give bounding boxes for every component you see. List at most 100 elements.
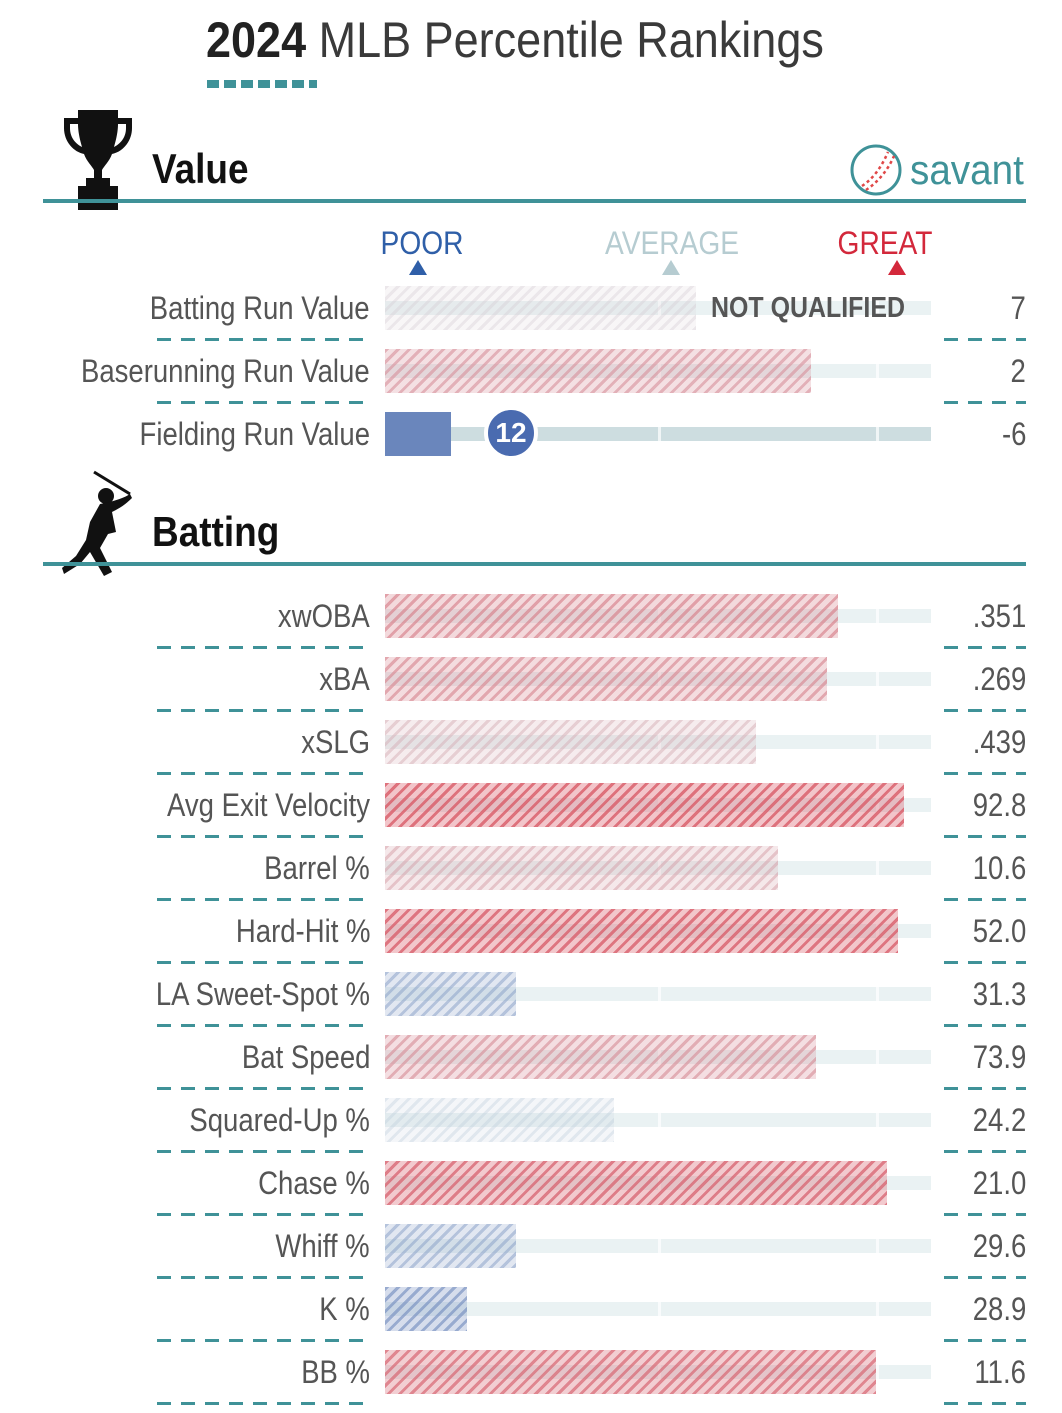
percentile-bar <box>385 286 696 330</box>
track-tick <box>876 861 879 875</box>
title-year: 2024 <box>206 12 307 68</box>
row-divider <box>944 709 1026 712</box>
row-divider <box>157 1024 371 1027</box>
percentile-bar <box>385 783 904 827</box>
metric-row: Squared-Up % 24.2 <box>0 1098 1062 1161</box>
row-divider <box>944 1339 1026 1342</box>
batter-icon <box>62 470 132 576</box>
metric-label: Chase % <box>258 1165 370 1201</box>
metric-row: Batting Run Value NOT QUALIFIED 7 <box>0 286 1062 349</box>
row-divider <box>944 1213 1026 1216</box>
track-tick <box>876 1302 879 1316</box>
metric-row: BB % 11.6 <box>0 1350 1062 1413</box>
percentile-track <box>385 1113 931 1127</box>
track-tick <box>876 987 879 1001</box>
scale-label-great: GREAT <box>837 225 933 261</box>
track-tick <box>876 364 879 378</box>
percentile-bar <box>385 1098 614 1142</box>
metric-row: Avg Exit Velocity 92.8 <box>0 783 1062 846</box>
percentile-bar <box>385 1224 516 1268</box>
metric-row: Whiff % 29.6 <box>0 1224 1062 1287</box>
track-tick <box>658 987 661 1001</box>
row-divider <box>944 338 1026 341</box>
metric-label: Squared-Up % <box>189 1102 370 1138</box>
track-tick <box>658 1239 661 1253</box>
row-divider <box>157 401 371 404</box>
track-tick <box>876 301 879 315</box>
metric-label: Fielding Run Value <box>139 416 370 452</box>
scale-label-average: AVERAGE <box>605 225 740 261</box>
metric-row: xwOBA .351 <box>0 594 1062 657</box>
average-arrow-icon <box>662 260 680 275</box>
metric-value: 24.2 <box>972 1102 1026 1138</box>
track-tick <box>658 1113 661 1127</box>
metric-label: BB % <box>301 1354 370 1390</box>
metric-row: Hard-Hit % 52.0 <box>0 909 1062 972</box>
metric-label: Avg Exit Velocity <box>167 787 370 823</box>
percentile-marker: 12 <box>484 406 538 460</box>
metric-row: Bat Speed 73.9 <box>0 1035 1062 1098</box>
percentile-bar <box>385 846 778 890</box>
percentile-track <box>385 1302 931 1316</box>
track-tick <box>876 735 879 749</box>
metric-value: .351 <box>972 598 1026 634</box>
metric-value: .439 <box>972 724 1026 760</box>
metric-value: 11.6 <box>974 1354 1026 1390</box>
poor-arrow-icon <box>409 260 427 275</box>
row-divider <box>157 1339 371 1342</box>
row-divider <box>157 709 371 712</box>
percentile-track <box>385 427 931 441</box>
row-divider <box>944 1024 1026 1027</box>
row-divider <box>157 1276 371 1279</box>
row-divider <box>944 646 1026 649</box>
percentile-track <box>385 1239 931 1253</box>
track-tick <box>876 609 879 623</box>
metric-row: xSLG .439 <box>0 720 1062 783</box>
track-tick <box>876 1239 879 1253</box>
row-divider <box>157 835 371 838</box>
savant-logo: savant <box>848 140 1034 200</box>
metric-value: 31.3 <box>972 976 1026 1012</box>
metric-value: 92.8 <box>972 787 1026 823</box>
track-tick <box>876 427 879 441</box>
percentile-bar <box>385 594 838 638</box>
row-divider <box>944 401 1026 404</box>
metric-row: xBA .269 <box>0 657 1062 720</box>
metric-label: LA Sweet-Spot % <box>155 976 370 1012</box>
title-text: MLB Percentile Rankings <box>306 12 824 68</box>
percentile-bar <box>385 1161 887 1205</box>
not-qualified-label: NOT QUALIFIED <box>711 292 905 324</box>
scale-label-poor: POOR <box>380 225 464 261</box>
row-divider <box>944 772 1026 775</box>
metric-label: Whiff % <box>275 1228 370 1264</box>
metric-label: Hard-Hit % <box>235 913 370 949</box>
metric-value: 73.9 <box>972 1039 1026 1075</box>
percentile-bar <box>385 909 898 953</box>
metric-value: 21.0 <box>972 1165 1026 1201</box>
metric-label: xwOBA <box>278 598 370 634</box>
row-divider <box>944 835 1026 838</box>
percentile-bar <box>385 1350 876 1394</box>
row-divider <box>157 1150 371 1153</box>
row-divider <box>944 1087 1026 1090</box>
percentile-bar <box>385 1035 816 1079</box>
row-divider <box>944 961 1026 964</box>
trophy-icon <box>64 110 132 210</box>
percentile-bar <box>385 720 756 764</box>
metric-value: .269 <box>972 661 1026 697</box>
metric-label: xSLG <box>301 724 370 760</box>
percentile-bar <box>385 972 516 1016</box>
row-divider <box>157 1213 371 1216</box>
metric-label: Barrel % <box>264 850 370 886</box>
metric-value: 7 <box>1010 290 1026 326</box>
row-divider <box>944 1402 1026 1405</box>
track-tick <box>876 1050 879 1064</box>
track-tick <box>876 1365 879 1379</box>
title-underline <box>207 80 317 88</box>
percentile-bar <box>385 349 811 393</box>
percentile-bar <box>385 412 451 456</box>
row-divider <box>944 898 1026 901</box>
row-divider <box>157 961 371 964</box>
metric-value: 10.6 <box>972 850 1026 886</box>
metric-value: 29.6 <box>972 1228 1026 1264</box>
